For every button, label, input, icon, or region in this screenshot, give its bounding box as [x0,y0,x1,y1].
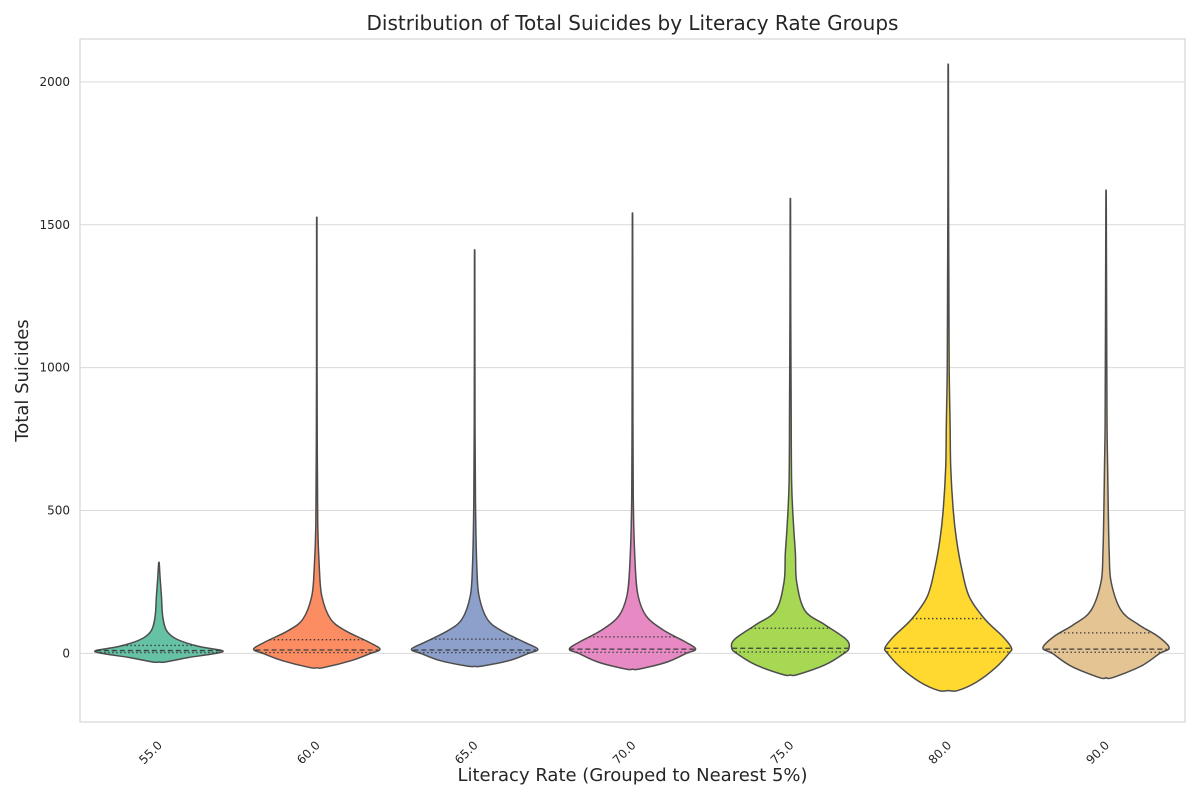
violin-body-65.0 [410,249,539,668]
violins [93,63,1170,692]
y-tick-label: 1500 [39,218,70,232]
y-tick-label: 500 [47,504,70,518]
x-tick-labels: 55.0 60.0 65.0 70.0 75.0 80.0 90.0 [136,738,1112,767]
x-tick-label: 70.0 [610,738,639,767]
x-tick-label: 80.0 [926,738,955,767]
x-tick-label: 55.0 [136,738,165,767]
violin-body-90.0 [1042,189,1170,680]
violin-body-60.0 [252,216,381,669]
x-tick-label: 65.0 [452,738,481,767]
violin-body-70.0 [568,212,697,671]
y-tick-label: 0 [62,646,70,660]
violin-body-75.0 [730,197,851,677]
chart-title: Distribution of Total Suicides by Litera… [367,11,899,35]
x-tick-label: 90.0 [1083,738,1112,767]
y-tick-label: 2000 [39,75,70,89]
x-tick-label: 75.0 [768,738,797,767]
y-tick-label: 1000 [39,361,70,375]
x-axis-label: Literacy Rate (Grouped to Nearest 5%) [457,765,807,786]
x-tick-label: 60.0 [294,738,323,767]
violin-body-80.0 [883,63,1013,692]
y-tick-labels: 0 500 1000 1500 2000 [39,75,70,661]
y-axis-label: Total Suicides [12,319,33,442]
